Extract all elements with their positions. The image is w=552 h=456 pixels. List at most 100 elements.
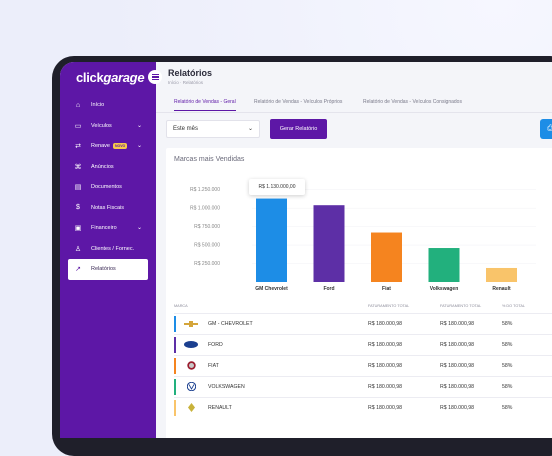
card-title: Marcas mais Vendidas [174,156,245,163]
page-title: Relatórios [168,68,213,78]
sidebar-item-label: Notas Fiscais [91,204,125,211]
revenue-total-2: R$ 180.000,98 [440,384,475,390]
sidebar-item-documentos[interactable]: ▤ Documentos [68,177,148,198]
brand-color-bar [174,379,176,395]
generate-report-button[interactable]: Gerar Relatório [270,119,327,139]
sidebar-item-veículos[interactable]: ▭ Veículos ⌄ [68,116,148,137]
bar-renault[interactable] [486,267,517,282]
sidebar-item-início[interactable]: ⌂ Início [68,95,148,116]
chevron-down-icon: ⌄ [136,143,142,149]
sidebar-item-anúncios[interactable]: ⌘ Anúncios [68,157,148,178]
table-row: RENAULT R$ 180.000,98 R$ 180.000,98 58% [174,397,552,418]
print-icon: ⎙ [547,125,552,132]
sidebar-item-relatórios[interactable]: ↗ Relatórios [68,259,148,280]
sidebar-item-label: Início [91,102,105,109]
bar-fiat[interactable] [371,232,402,282]
sidebar-item-label: Anúncios [91,163,114,170]
grid-icon: ⌘ [74,163,82,171]
sidebar-item-notas-fiscais[interactable]: $ Notas Fiscais [68,198,148,219]
x-tick-label: Renault [492,286,511,292]
brand-color-bar [174,358,176,374]
renault-logo-icon [184,403,198,412]
bar-ford[interactable] [313,205,345,282]
sidebar-item-renave[interactable]: ⇄ Renave NOVO ⌄ [68,136,148,157]
percent-total: 58% [502,363,513,369]
y-tick-label: R$ 250.000 [194,261,220,267]
brand-name: GM - CHEVROLET [208,321,253,327]
period-select[interactable]: Este mês ⌄ [166,120,260,138]
new-badge: NOVO [112,143,128,150]
sidebar-item-label: Clientes / Fornec. [91,245,135,252]
table-row: VOLKSWAGEN R$ 180.000,98 R$ 180.000,98 5… [174,376,552,397]
breadcrumb: Início · Relatórios [168,80,204,85]
y-tick-label: R$ 750.000 [194,224,220,230]
revenue-total-2: R$ 180.000,98 [440,405,475,411]
table-row: GM - CHEVROLET R$ 180.000,98 R$ 180.000,… [174,313,552,334]
tab-bar: Relatório de Vendas - Geral Relatório de… [156,96,552,113]
revenue-total-1: R$ 180.000,98 [368,321,403,327]
ford-logo-icon [184,340,198,349]
brand-name: FORD [208,342,223,348]
table-row: FIAT R$ 180.000,98 R$ 180.000,98 58% [174,355,552,376]
percent-total: 58% [502,342,513,348]
chart-icon: ↗ [75,266,81,274]
x-tick-label: Ford [323,286,334,292]
revenue-total-1: R$ 180.000,98 [368,363,403,369]
user-icon: ♙ [74,245,82,253]
percent-total: 58% [502,405,513,411]
brand-name: VOLKSWAGEN [208,384,245,390]
brand-name: RENAULT [208,405,232,411]
car-icon: ▭ [74,122,82,130]
revenue-total-1: R$ 180.000,98 [368,342,403,348]
y-tick-label: R$ 1.250.000 [190,187,220,193]
tab-vendas-geral[interactable]: Relatório de Vendas - Geral [174,99,236,111]
menu-toggle-icon[interactable] [148,70,162,84]
brand-color-bar [174,400,176,416]
sidebar-item-clientes-fornec-[interactable]: ♙ Clientes / Fornec. [68,239,148,260]
x-tick-label: Volkswagen [430,286,459,292]
app-screen: clickgarage ⌂ Início ▭ Veículos ⌄ ⇄ Renave NOVO… [60,62,552,438]
brand-color-bar [174,337,176,353]
revenue-total-1: R$ 180.000,98 [368,384,403,390]
tab-veiculos-consignados[interactable]: Relatório de Vendas - Veículos Consignad… [363,99,462,105]
export-button[interactable]: ⎙ [540,119,552,139]
table-header: MARCA FATURAMENTO TOTAL FATURAMENTO TOTA… [174,301,552,313]
period-select-value: Este mês [173,126,199,132]
sidebar: clickgarage ⌂ Início ▭ Veículos ⌄ ⇄ Renave NOVO… [60,62,156,438]
brands-bar-chart: R$ 1.250.000 R$ 1.000.000 R$ 750.000 R$ 500… [190,187,536,292]
fiat-logo-icon [184,361,198,370]
chevron-down-icon: ⌄ [136,122,142,129]
revenue-total-2: R$ 180.000,98 [440,342,475,348]
tab-veiculos-proprios[interactable]: Relatório de Vendas - Veículos Próprios [254,99,343,105]
revenue-total-2: R$ 180.000,98 [440,363,475,369]
top-brands-card: Marcas mais Vendidas R$ 1.250.000 R$ 1.00… [166,148,552,438]
col-percent: % DO TOTAL [502,304,525,308]
chevron-down-icon: ⌄ [136,225,142,231]
y-tick-label: R$ 500.000 [194,243,220,249]
app-logo: clickgarage [76,70,145,85]
bar-volkswagen[interactable] [428,248,460,282]
chevrolet-logo-icon [184,319,198,328]
sidebar-item-financeiro[interactable]: ▣ Financeiro ⌄ [68,218,148,239]
invoice-icon: $ [76,204,80,212]
brand-name: FIAT [208,363,219,369]
brands-table: MARCA FATURAMENTO TOTAL FATURAMENTO TOTA… [174,301,552,418]
home-icon: ⌂ [75,101,81,109]
col-marca: MARCA [174,304,188,308]
chevron-down-icon: ⌄ [247,126,253,132]
document-icon: ▤ [74,184,82,192]
sidebar-item-label: Financeiro [91,225,117,232]
revenue-total-1: R$ 180.000,98 [368,405,403,411]
x-tick-label: Fiat [382,286,391,292]
table-row: FORD R$ 180.000,98 R$ 180.000,98 58% [174,334,552,355]
brand-color-bar [174,316,176,332]
percent-total: 58% [502,384,513,390]
main-content: Relatórios Início · Relatórios Relatório… [156,62,552,438]
sidebar-item-label: Relatórios [91,266,116,273]
sidebar-item-label: Renave [91,143,110,150]
x-tick-label: GM Chevrolet [255,286,288,292]
chart-tooltip: R$ 1.130.000,00 [249,179,305,195]
bar-gm-chevrolet[interactable] [256,198,287,282]
sidebar-item-label: Documentos [91,184,122,191]
money-icon: ▣ [74,225,82,233]
